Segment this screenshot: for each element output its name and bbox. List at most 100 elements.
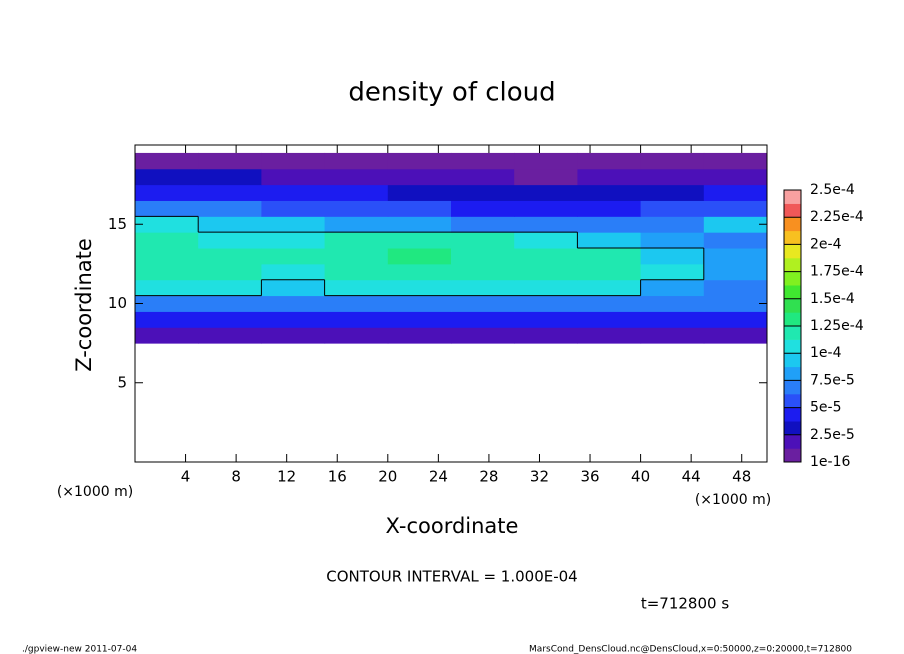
cell <box>703 279 768 297</box>
x-unit: (×1000 m) <box>57 484 133 500</box>
cell <box>387 248 452 265</box>
cell <box>387 216 452 233</box>
cell <box>198 152 262 170</box>
cell <box>135 200 199 217</box>
cell <box>261 248 326 265</box>
cell <box>703 232 768 249</box>
colorbar-swatch <box>784 312 801 327</box>
cell <box>324 200 389 217</box>
cell <box>514 295 578 312</box>
x-tick-label: 28 <box>479 468 498 486</box>
y-tick-label: 15 <box>108 215 127 233</box>
cell <box>261 279 326 297</box>
cell <box>640 184 705 201</box>
cell <box>514 168 578 186</box>
cell <box>261 168 326 186</box>
cell <box>640 168 705 186</box>
cell <box>577 279 642 297</box>
time-label: t=712800 s <box>641 595 729 613</box>
cell <box>703 295 768 312</box>
cell <box>514 311 578 328</box>
chart-title: density of cloud <box>348 78 555 108</box>
colorbar-swatch <box>784 326 801 340</box>
cell <box>135 168 199 186</box>
cell <box>451 263 515 281</box>
x-tick-label: 20 <box>378 468 397 486</box>
colorbar-swatch <box>784 298 801 313</box>
cell <box>387 295 452 312</box>
cell <box>640 263 705 281</box>
cell <box>577 168 642 186</box>
colorbar-tick-label: 7.5e-5 <box>810 372 855 388</box>
colorbar-tick-label: 1.25e-4 <box>810 318 864 334</box>
colorbar-tick-label: 2.5e-5 <box>810 427 855 443</box>
cell <box>451 184 515 201</box>
x-tick-label: 24 <box>429 468 448 486</box>
cell <box>387 279 452 297</box>
cell <box>135 232 199 249</box>
cell <box>135 184 199 201</box>
colorbar-swatch <box>784 230 801 245</box>
colorbar-swatch <box>784 366 801 381</box>
cell <box>324 184 389 201</box>
colorbar-swatch <box>784 394 801 408</box>
cell <box>387 184 452 201</box>
cell <box>640 152 705 170</box>
contour-line <box>135 215 705 297</box>
colorbar-tick-label: 2.5e-4 <box>810 182 855 198</box>
colorbar-tick-label: 1e-16 <box>810 454 850 470</box>
cell <box>514 279 578 297</box>
cell <box>451 279 515 297</box>
cell <box>198 216 262 233</box>
cell <box>577 232 642 249</box>
cell <box>261 263 326 281</box>
cell <box>135 279 199 297</box>
cell <box>514 263 578 281</box>
cell <box>198 311 262 328</box>
cell <box>261 232 326 249</box>
y-axis-label: Z-coordinate <box>72 238 96 372</box>
cell <box>324 216 389 233</box>
cell <box>703 263 768 281</box>
cell <box>135 263 199 281</box>
colorbar-swatch <box>784 203 801 218</box>
cell <box>387 168 452 186</box>
colorbar-swatch <box>784 271 801 286</box>
cell <box>703 216 768 233</box>
cell <box>135 311 199 328</box>
cell <box>135 216 199 233</box>
colorbar-swatch <box>784 434 801 449</box>
cell <box>577 248 642 265</box>
cell <box>703 327 768 344</box>
cell <box>577 327 642 344</box>
cell <box>514 248 578 265</box>
cell <box>640 327 705 344</box>
cell <box>451 200 515 217</box>
cell <box>261 152 326 170</box>
cell <box>387 152 452 170</box>
cell <box>198 295 262 312</box>
colorbar-swatch <box>784 244 801 259</box>
cell <box>135 327 199 344</box>
colorbar-tick-label: 1.5e-4 <box>810 291 855 307</box>
footer: MarsCond_DensCloud.nc@DensCloud,x=0:5000… <box>529 645 852 654</box>
cell <box>198 232 262 249</box>
y-tick-label: 5 <box>117 373 127 391</box>
y-tick-label: 10 <box>108 294 127 312</box>
cell <box>577 295 642 312</box>
cell <box>703 152 768 170</box>
cell <box>324 232 389 249</box>
cell <box>387 311 452 328</box>
cell <box>451 295 515 312</box>
colorbar-swatch <box>784 407 801 422</box>
cell <box>703 200 768 217</box>
cell <box>451 232 515 249</box>
colorbar-tick-label: 1.75e-4 <box>810 264 864 280</box>
cell <box>135 152 199 170</box>
cell <box>577 311 642 328</box>
cell <box>198 248 262 265</box>
colorbar-swatch <box>784 217 801 232</box>
cell <box>640 248 705 265</box>
cell <box>577 263 642 281</box>
footer: ./gpview-new 2011-07-04 <box>22 645 137 654</box>
